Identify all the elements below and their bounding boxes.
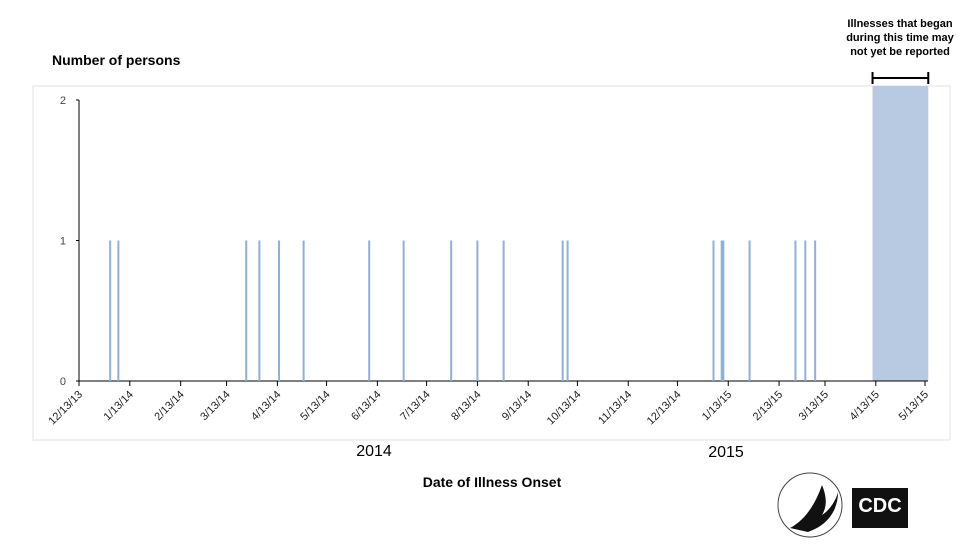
bar (368, 240, 371, 381)
hhs-logo (777, 472, 843, 538)
year-label: 2014 (356, 443, 392, 460)
bar (302, 240, 305, 381)
bar (814, 240, 817, 381)
logo-text: CDC (858, 495, 901, 517)
x-tick-label: 11/13/14 (596, 389, 634, 427)
bar (402, 240, 405, 381)
x-tick-label: 4/13/14 (249, 389, 283, 423)
bar (245, 240, 248, 381)
bar (804, 240, 807, 381)
bar (450, 240, 453, 381)
x-tick-label: 12/13/14 (645, 389, 684, 428)
bar (476, 240, 479, 381)
bar (794, 240, 797, 381)
bar (566, 240, 569, 381)
x-tick-label: 5/13/15 (897, 389, 931, 423)
year-label: 2015 (708, 444, 744, 461)
bar (502, 240, 505, 381)
bar (748, 240, 751, 381)
bar (109, 240, 112, 381)
plot-frame (32, 85, 951, 441)
bar (722, 240, 725, 381)
cdc-logo: CDC (852, 488, 908, 528)
bar (561, 240, 564, 381)
y-tick-label: 2 (60, 95, 66, 107)
x-tick-label: 9/13/14 (500, 389, 534, 423)
x-tick-label: 3/13/14 (198, 389, 232, 423)
x-tick-label: 2/13/14 (152, 389, 186, 423)
x-tick-label: 1/13/15 (700, 389, 734, 423)
x-tick-label: 3/13/15 (797, 389, 831, 423)
x-tick-label: 2/13/15 (751, 389, 785, 423)
bar (258, 240, 261, 381)
x-tick-label: 1/13/14 (102, 389, 136, 423)
bracket (871, 72, 930, 84)
x-tick-label: 6/13/14 (349, 389, 383, 423)
x-tick-label: 10/13/14 (545, 389, 584, 428)
x-tick-label: 7/13/14 (398, 389, 432, 423)
y-tick-label: 0 (60, 376, 66, 388)
x-tick-label: 4/13/15 (847, 389, 881, 423)
x-tick-label: 8/13/14 (449, 389, 483, 423)
y-axis-title: Number of persons (52, 52, 181, 68)
bar (712, 240, 715, 381)
shaded-region (872, 86, 929, 381)
y-tick-label: 1 (60, 236, 66, 248)
bar (117, 240, 120, 381)
x-tick-label: 12/13/13 (46, 389, 85, 428)
bar (278, 240, 281, 381)
x-axis-title: Date of Illness Onset (422, 474, 562, 490)
bar (720, 240, 723, 381)
annotation: Illnesses that began during this time ma… (846, 18, 954, 58)
x-tick-label: 5/13/14 (298, 389, 332, 423)
